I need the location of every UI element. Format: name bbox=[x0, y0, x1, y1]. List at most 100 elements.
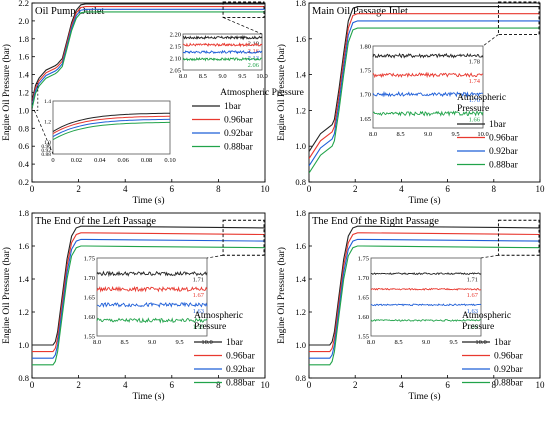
x-tick-label: 2 bbox=[353, 380, 358, 390]
x-tick-label: 8 bbox=[492, 380, 497, 390]
inset-x-tick-label: 8.5 bbox=[396, 131, 404, 138]
zoom-box bbox=[222, 219, 265, 256]
inset-series-1 bbox=[372, 71, 484, 79]
inset-value-label: 1.66 bbox=[469, 117, 481, 124]
panel-1: 0 2 4 6 8 10 0.2 0.4 0.6 0.8 1.0 1.2 1.4 1.6 1.8 2.0 2.2… bbox=[1, 0, 304, 206]
inset-y-tick-label: 1.60 bbox=[358, 314, 369, 321]
inset-y-tick-label: 1.65 bbox=[84, 295, 95, 302]
inset-y-tick-label: 1.70 bbox=[358, 275, 369, 282]
inset-y-tick-label: 1.4 bbox=[44, 99, 51, 105]
inset-value-label: 1.74 bbox=[469, 78, 481, 85]
series-line-0.92bar bbox=[32, 238, 265, 359]
series-line-0.96bar bbox=[32, 6, 265, 104]
inset-x-tick-label: 8.5 bbox=[199, 73, 207, 80]
inset-value-label: 1.63 bbox=[193, 308, 204, 315]
inset-x-tick-label: 0.04 bbox=[94, 157, 106, 164]
x-tick-label: 0 bbox=[307, 380, 312, 390]
x-axis-label: Time (s) bbox=[408, 195, 440, 206]
inset-y-tick-label: 0.96 bbox=[41, 144, 51, 150]
inset-y-tick-label: 1.2 bbox=[44, 119, 51, 125]
x-tick-label: 2 bbox=[353, 184, 358, 194]
zoom-box bbox=[222, 1, 265, 18]
inset-x-tick-label: 8.0 bbox=[367, 339, 375, 346]
series-line-1bar bbox=[32, 3, 265, 102]
inset-x-tick-label: 9.5 bbox=[451, 131, 459, 138]
inset-frame bbox=[52, 100, 171, 155]
inset-y-tick-label: 2.05 bbox=[170, 68, 181, 75]
legend-label: 0.88bar bbox=[494, 379, 524, 389]
y-tick-label: 1.8 bbox=[18, 208, 29, 218]
series-line-0.88bar bbox=[32, 11, 265, 109]
inset-y-tick-label: 1.65 bbox=[360, 116, 371, 123]
y-axis-label: Engine Oil Pressure (bar) bbox=[276, 247, 287, 344]
inset-series-3 bbox=[370, 318, 482, 322]
series-line-1bar bbox=[309, 6, 540, 152]
inset-series-2 bbox=[96, 301, 208, 308]
x-tick-label: 10 bbox=[261, 184, 271, 194]
y-tick-label: 2.0 bbox=[18, 16, 29, 26]
y-axis-label: Engine Oil Pressure (bar) bbox=[276, 44, 287, 141]
series-line-1bar bbox=[32, 225, 265, 346]
series-line-0.88bar bbox=[309, 245, 540, 366]
inset-series-0 bbox=[96, 270, 208, 278]
inset-y-tick-label: 1.0 bbox=[44, 140, 51, 146]
x-tick-label: 2 bbox=[76, 380, 81, 390]
y-tick-label: 0.8 bbox=[18, 123, 29, 133]
x-tick-label: 6 bbox=[445, 380, 450, 390]
y-axis-label: Engine Oil Pressure (bar) bbox=[1, 247, 12, 344]
legend-label: 0.88bar bbox=[226, 379, 256, 389]
inset-x-tick-label: 0 bbox=[51, 157, 54, 164]
inset-value-label: 1.70 bbox=[469, 97, 480, 104]
chart-title: The End Of the Left Passage bbox=[35, 216, 156, 227]
inset-series-0 bbox=[182, 34, 263, 41]
plot-frame bbox=[308, 2, 541, 183]
inset-y-tick-label: 1.75 bbox=[360, 68, 371, 75]
zoom-connector bbox=[482, 34, 499, 47]
legend-title-line: Pressure bbox=[194, 322, 226, 332]
legend-label: 0.88bar bbox=[489, 161, 519, 171]
y-tick-label: 1.2 bbox=[18, 307, 29, 317]
legend-title: Atmospheric Pressure bbox=[462, 311, 511, 332]
inset-curve-1 bbox=[52, 115, 170, 135]
inset-value-label: 2.06 bbox=[248, 62, 260, 69]
panel-2: 0 2 4 6 8 10 0.8 1.0 1.2 1.4 1.6 1.8 Time (s) Engine … bbox=[276, 0, 545, 206]
y-tick-label: 0.8 bbox=[18, 373, 29, 383]
legend-title-line: Pressure bbox=[457, 104, 489, 114]
chart-title: The End Of the Right Passage bbox=[312, 216, 439, 227]
legend-label: 1bar bbox=[494, 338, 512, 348]
inset-value-label: 1.59 bbox=[467, 323, 478, 330]
y-tick-label: 1.2 bbox=[295, 307, 306, 317]
y-tick-label: 1.4 bbox=[18, 274, 29, 284]
x-tick-label: 4 bbox=[399, 184, 404, 194]
legend-label: 0.96bar bbox=[494, 352, 524, 362]
inset-x-tick-label: 0.02 bbox=[71, 157, 82, 164]
y-tick-label: 1.8 bbox=[295, 0, 306, 8]
zoom-connector bbox=[206, 254, 224, 259]
inset-x-tick-label: 8.0 bbox=[93, 339, 101, 346]
legend-title: Atmospheric Pressure bbox=[194, 311, 243, 332]
y-tick-label: 1.4 bbox=[18, 70, 29, 80]
y-tick-label: 2.2 bbox=[18, 0, 29, 8]
legend-label: 1bar bbox=[224, 102, 242, 112]
legend-label: 0.92bar bbox=[226, 365, 256, 375]
inset-series-2 bbox=[182, 49, 263, 55]
y-tick-label: 0.8 bbox=[295, 373, 306, 383]
panel-3: 0 2 4 6 8 10 0.8 1.0 1.2 1.4 1.6 1.8 Time (s) Engine … bbox=[1, 208, 270, 402]
inset-series-2 bbox=[370, 303, 482, 307]
series-line-0.88bar bbox=[309, 27, 540, 174]
y-axis-label: Engine Oil Pressure (bar) bbox=[1, 44, 12, 141]
legend-title-line: Atmospheric bbox=[457, 93, 506, 103]
y-tick-label: 1.8 bbox=[295, 208, 306, 218]
x-tick-label: 0 bbox=[30, 184, 35, 194]
inset-series-1 bbox=[370, 287, 482, 291]
x-tick-label: 4 bbox=[399, 380, 404, 390]
x-axis-label: Time (s) bbox=[408, 391, 440, 402]
inset-x-tick-label: 0.10 bbox=[164, 157, 175, 164]
inset-value-label: 1.78 bbox=[469, 59, 480, 66]
series-line-0.96bar bbox=[32, 232, 265, 353]
y-tick-label: 1.6 bbox=[18, 52, 29, 62]
y-tick-label: 0.2 bbox=[18, 177, 29, 187]
panel-4: 0 2 4 6 8 10 0.8 1.0 1.2 1.4 1.6 1.8 Time (s) Engine … bbox=[276, 208, 545, 402]
y-tick-label: 0.8 bbox=[295, 177, 306, 187]
